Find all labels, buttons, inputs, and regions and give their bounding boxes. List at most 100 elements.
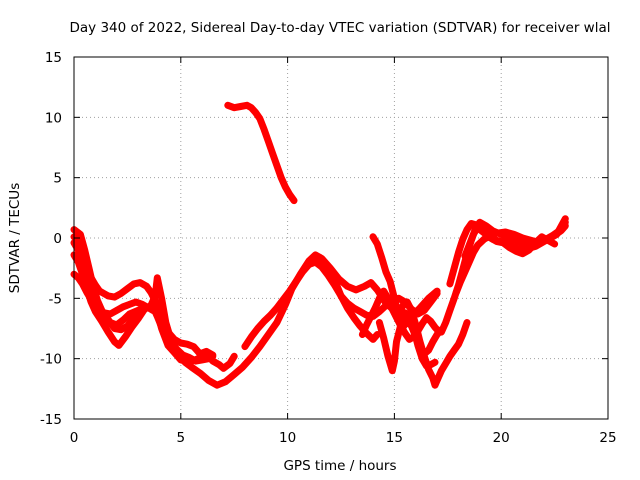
data-point <box>175 350 182 357</box>
data-point <box>453 289 460 296</box>
data-point <box>107 319 114 326</box>
data-point <box>438 329 445 336</box>
data-point <box>273 162 280 169</box>
x-tick-label: 5 <box>177 430 186 446</box>
data-point <box>464 319 471 326</box>
data-point <box>429 338 436 345</box>
data-point <box>421 307 428 314</box>
data-point <box>380 288 387 295</box>
data-point <box>130 280 137 287</box>
data-point <box>399 302 406 309</box>
data-point <box>502 228 509 235</box>
data-point <box>421 353 428 360</box>
data-point <box>241 343 248 350</box>
data-point <box>350 304 357 311</box>
data-point <box>278 174 285 181</box>
data-point <box>205 377 212 384</box>
data-point <box>256 343 263 350</box>
data-point <box>402 330 409 337</box>
data-point <box>291 197 298 204</box>
data-point <box>376 308 383 315</box>
data-point <box>88 274 95 281</box>
data-point <box>282 184 289 191</box>
data-point <box>75 274 82 281</box>
y-tick-labels: -15 -10 -5 0 5 10 15 <box>40 50 62 428</box>
data-point <box>391 358 398 365</box>
data-point <box>203 348 210 355</box>
data-point <box>466 259 473 266</box>
data-point <box>461 253 468 260</box>
data-point <box>147 289 154 296</box>
data-point <box>224 102 231 109</box>
data-point <box>79 257 86 264</box>
data-point <box>122 333 129 340</box>
data-point <box>299 268 306 275</box>
data-point <box>434 290 441 297</box>
data-point <box>391 295 398 302</box>
data-point <box>231 371 238 378</box>
x-tick-label: 0 <box>70 430 79 446</box>
data-point <box>120 303 127 310</box>
data-point <box>265 138 272 145</box>
data-point <box>113 307 120 314</box>
data-point <box>77 238 84 245</box>
data-point <box>269 150 276 157</box>
data-point <box>77 231 84 238</box>
data-point <box>363 321 370 328</box>
data-point <box>538 233 545 240</box>
data-point <box>532 239 539 246</box>
data-point <box>406 336 413 343</box>
series-line <box>241 258 381 351</box>
data-point <box>493 230 500 237</box>
data-point <box>115 342 122 349</box>
series-track-12 <box>395 298 471 389</box>
data-point <box>384 353 391 360</box>
data-point <box>545 237 552 244</box>
data-point <box>96 306 103 313</box>
data-point <box>113 321 120 328</box>
data-point <box>312 259 319 266</box>
data-point <box>156 308 163 315</box>
data-point <box>177 339 184 346</box>
data-point <box>75 247 82 254</box>
data-point <box>126 311 133 318</box>
data-point <box>190 343 197 350</box>
data-point <box>248 333 255 340</box>
data-point <box>197 370 204 377</box>
data-point <box>455 341 462 348</box>
data-point <box>126 301 133 308</box>
series-track-5 <box>70 239 217 359</box>
data-point <box>374 241 381 248</box>
data-point <box>425 366 432 373</box>
data-point <box>244 102 251 109</box>
data-point <box>367 313 374 320</box>
data-point <box>98 318 105 325</box>
data-point <box>446 280 453 287</box>
data-point <box>446 353 453 360</box>
data-point <box>145 304 152 311</box>
data-point <box>214 382 221 389</box>
data-point <box>344 300 351 307</box>
x-tick-label: 10 <box>279 430 296 446</box>
data-point <box>468 220 475 227</box>
data-point <box>117 290 124 297</box>
series-track-16 <box>461 223 559 260</box>
data-point <box>220 365 227 372</box>
data-point <box>374 286 381 293</box>
data-point <box>83 289 90 296</box>
data-point <box>261 126 268 133</box>
data-point <box>92 301 99 308</box>
data-point <box>389 367 396 374</box>
data-point <box>286 191 293 198</box>
data-point <box>519 250 526 257</box>
data-point <box>370 336 377 343</box>
data-point <box>481 236 488 243</box>
data-point <box>553 231 560 238</box>
data-point <box>459 236 466 243</box>
data-point <box>267 312 274 319</box>
data-point <box>442 360 449 367</box>
data-point <box>513 248 520 255</box>
data-point <box>483 222 490 229</box>
data-point <box>376 295 383 302</box>
data-point <box>100 290 107 297</box>
